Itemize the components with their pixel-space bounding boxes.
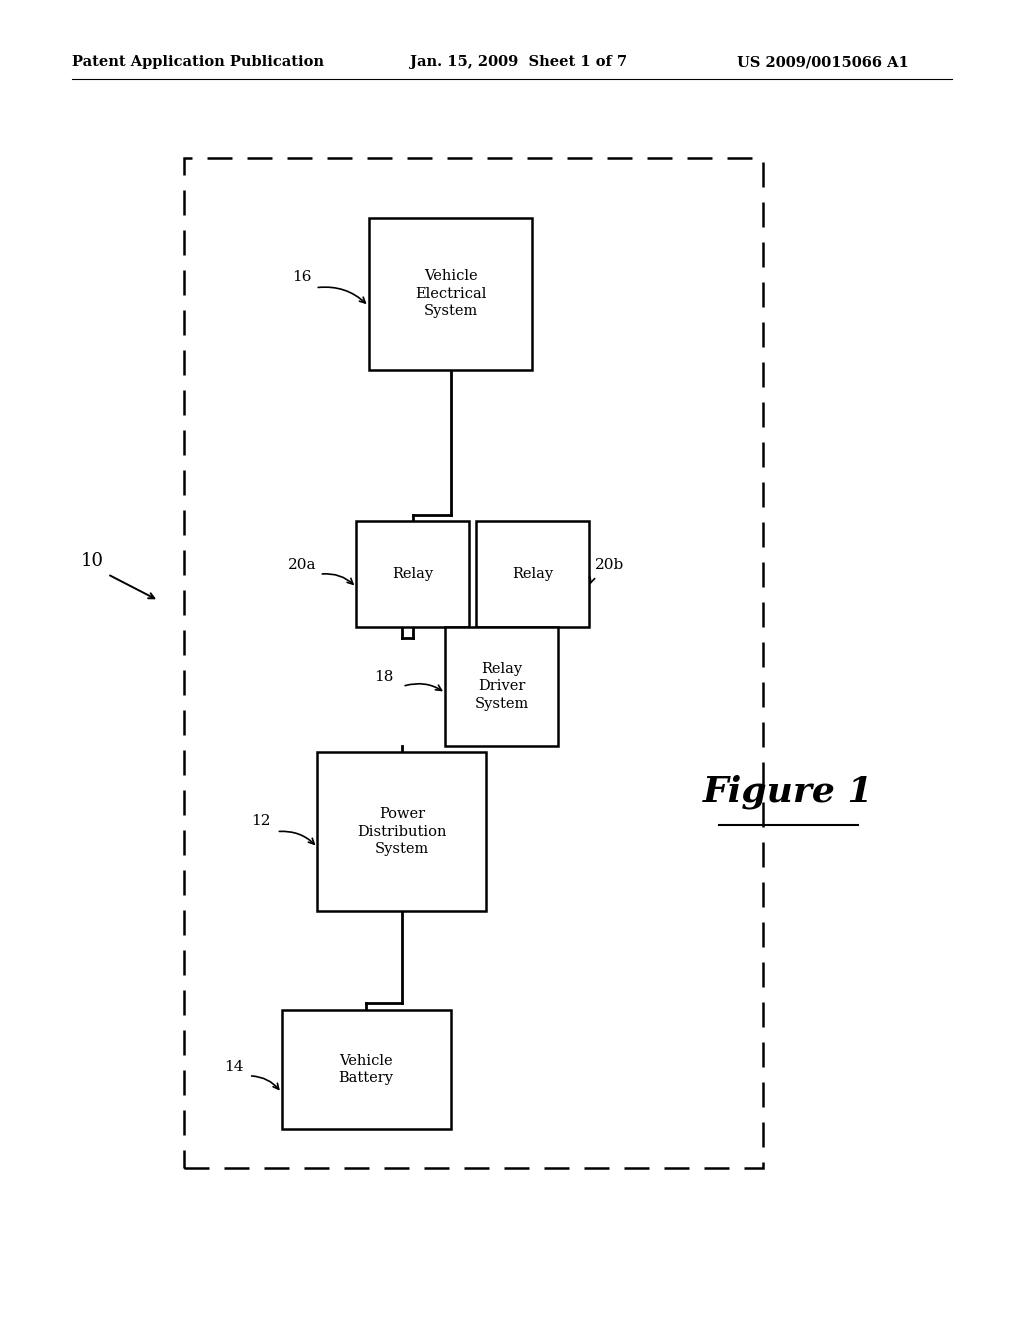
Bar	[445, 627, 558, 746]
Text: 20a: 20a	[288, 558, 316, 572]
Bar	[282, 1010, 451, 1129]
Bar	[317, 752, 486, 911]
Text: 16: 16	[292, 271, 312, 284]
Bar	[184, 158, 763, 1168]
Text: US 2009/0015066 A1: US 2009/0015066 A1	[737, 55, 909, 70]
Text: 10: 10	[81, 552, 103, 570]
Text: 18: 18	[375, 671, 393, 684]
Bar	[369, 218, 532, 370]
Text: 12: 12	[251, 814, 271, 828]
Text: Power
Distribution
System: Power Distribution System	[357, 808, 446, 855]
Bar	[356, 521, 469, 627]
Text: Relay: Relay	[512, 568, 553, 581]
Text: Vehicle
Battery: Vehicle Battery	[339, 1053, 393, 1085]
Text: Relay: Relay	[392, 568, 433, 581]
Text: 20b: 20b	[595, 558, 624, 572]
Text: Figure 1: Figure 1	[703, 775, 873, 809]
Text: Vehicle
Electrical
System: Vehicle Electrical System	[415, 269, 486, 318]
Text: Patent Application Publication: Patent Application Publication	[72, 55, 324, 70]
Text: Jan. 15, 2009  Sheet 1 of 7: Jan. 15, 2009 Sheet 1 of 7	[410, 55, 627, 70]
Text: 14: 14	[223, 1060, 244, 1073]
Bar	[476, 521, 589, 627]
Text: Relay
Driver
System: Relay Driver System	[475, 663, 528, 710]
